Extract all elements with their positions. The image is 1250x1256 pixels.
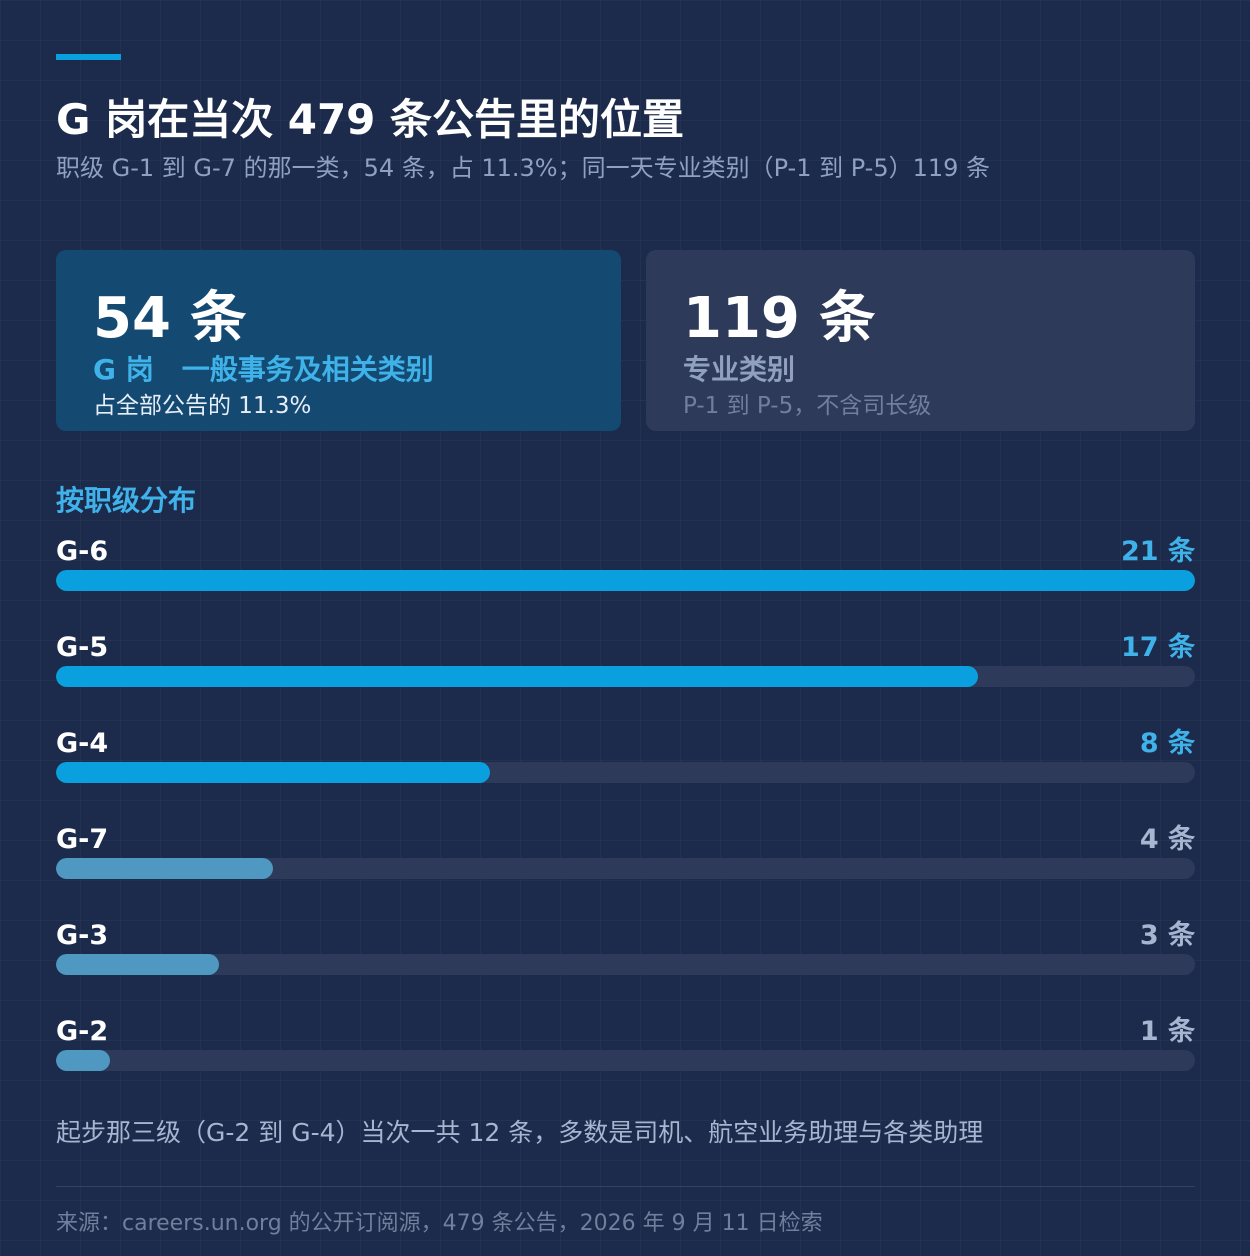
p-posts-note: P-1 到 P-5，不含司长级 xyxy=(683,393,932,419)
accent-line xyxy=(56,54,121,60)
p-posts-count: 119 条 xyxy=(683,286,876,351)
bar-track xyxy=(56,954,1195,975)
bar xyxy=(56,666,979,687)
bar xyxy=(56,1050,111,1071)
g-posts-share: 占全部公告的 11.3% xyxy=(93,393,312,419)
section-heading: 按职级分布 xyxy=(56,484,197,517)
bar xyxy=(56,858,273,879)
bar-label: G-4 xyxy=(56,728,109,759)
bar-track xyxy=(56,570,1195,591)
p-posts-card: 119 条 专业类别 P-1 到 P-5，不含司长级 xyxy=(646,250,1195,431)
bar-row-g-4: G-4 8 条 xyxy=(56,726,1195,786)
page-subtitle: 职级 G-1 到 G-7 的那一类，54 条，占 11.3%；同一天专业类别（P… xyxy=(56,154,991,182)
bar xyxy=(56,762,490,783)
bar-value-label: 1 条 xyxy=(1139,1016,1195,1047)
source-note: 来源：careers.un.org 的公开订阅源，479 条公告，2026 年 … xyxy=(56,1211,823,1236)
bar-row-g-5: G-5 17 条 xyxy=(56,630,1195,690)
divider xyxy=(56,1186,1195,1187)
bar-label: G-3 xyxy=(56,920,109,951)
g-posts-count: 54 条 xyxy=(93,286,247,351)
g-posts-card: 54 条 G 岗 一般事务及相关类别 占全部公告的 11.3% xyxy=(56,250,621,431)
footnote: 起步那三级（G-2 到 G-4）当次一共 12 条，多数是司机、航空业务助理与各… xyxy=(56,1118,984,1147)
bar-value-label: 8 条 xyxy=(1139,728,1195,759)
bar-track xyxy=(56,666,1195,687)
bar-row-g-7: G-7 4 条 xyxy=(56,822,1195,882)
bar-track xyxy=(56,858,1195,879)
page-title: G 岗在当次 479 条公告里的位置 xyxy=(56,95,685,144)
bar xyxy=(56,570,1195,591)
bar-label: G-7 xyxy=(56,824,109,855)
bar-value-label: 17 条 xyxy=(1121,632,1195,663)
bar-track xyxy=(56,762,1195,783)
g-posts-label: G 岗 一般事务及相关类别 xyxy=(93,353,434,386)
bar-row-g-6: G-6 21 条 xyxy=(56,534,1195,594)
bar-label: G-2 xyxy=(56,1016,109,1047)
bar-label: G-6 xyxy=(56,536,109,567)
bar-track xyxy=(56,1050,1195,1071)
bar xyxy=(56,954,219,975)
bar-label: G-5 xyxy=(56,632,109,663)
bar-value-label: 21 条 xyxy=(1121,536,1195,567)
bar-value-label: 3 条 xyxy=(1139,920,1195,951)
bar-row-g-2: G-2 1 条 xyxy=(56,1014,1195,1074)
p-posts-label: 专业类别 xyxy=(683,353,796,386)
bar-row-g-3: G-3 3 条 xyxy=(56,918,1195,978)
bar-value-label: 4 条 xyxy=(1139,824,1195,855)
